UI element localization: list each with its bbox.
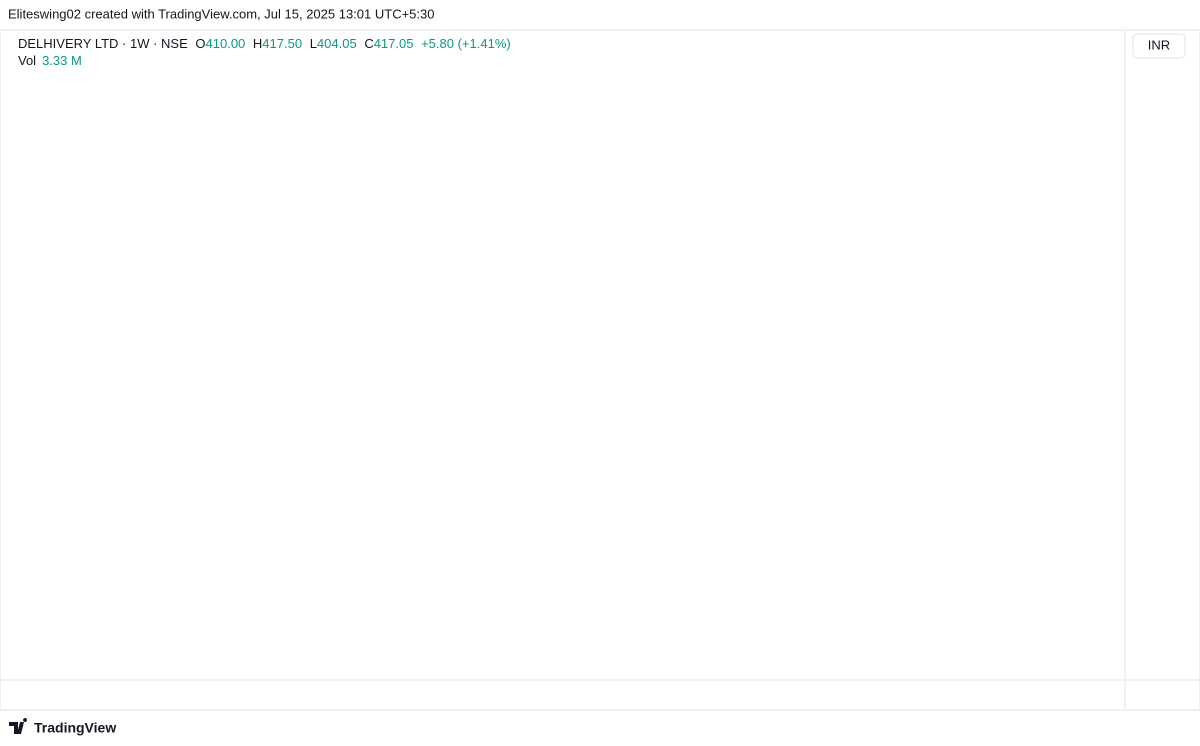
l-key: L [310,36,317,51]
h: 417.50 [262,36,302,51]
logo-text: TradingView [34,720,116,736]
vol-line: Vol 3.33 M [18,53,82,68]
symbol: DELHIVERY LTD · 1W · NSE [18,36,188,51]
currency[interactable]: INR [1148,37,1170,52]
chart-frame [0,29,1200,711]
c: 417.05 [374,36,414,51]
vol-key: Vol [18,53,36,68]
credit: Eliteswing02 created with TradingView.co… [8,6,434,21]
change: +5.80 (+1.41%) [421,36,511,51]
footer-logo: TradingView [9,718,116,736]
o: 410.00 [206,36,246,51]
o-key: O [195,36,205,51]
logo-icon [9,718,28,734]
l: 404.05 [317,36,357,51]
h-key: H [253,36,262,51]
legend-line: DELHIVERY LTD · 1W · NSE O410.00 H417.50… [18,36,511,51]
c-key: C [364,36,373,51]
currency-box[interactable] [1132,33,1186,59]
vol-value: 3.33 M [42,53,82,68]
